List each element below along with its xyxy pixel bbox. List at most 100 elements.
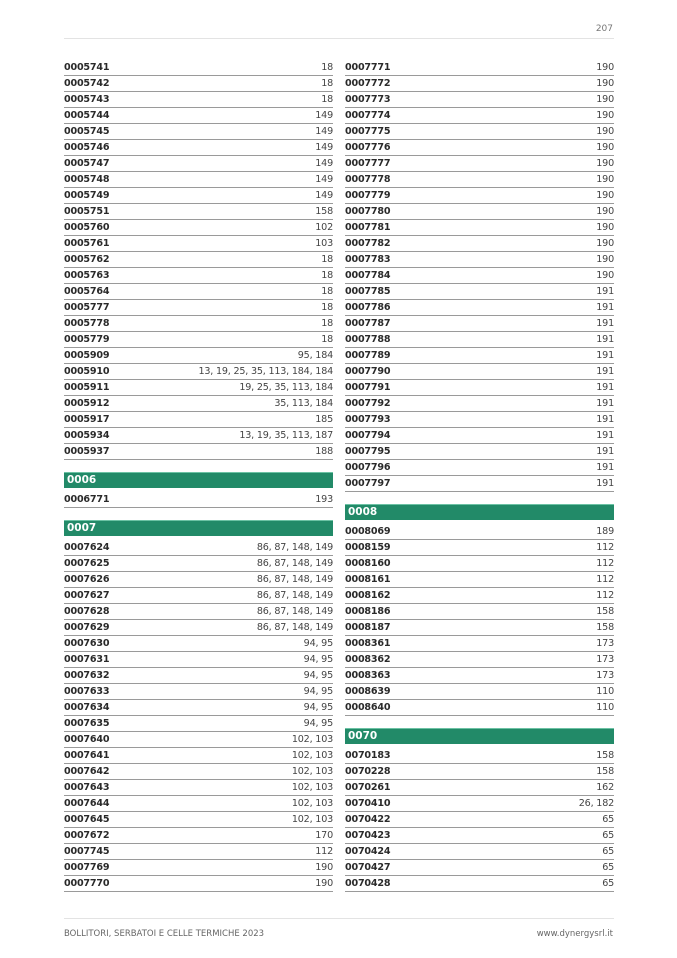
index-row: 0007783 190: [345, 252, 614, 268]
page-references: 173: [596, 670, 614, 681]
page-references: 190: [596, 238, 614, 249]
index-row: 0007770 190: [64, 876, 333, 892]
index-row: 0007796 191: [345, 460, 614, 476]
article-code: 0008640: [345, 702, 391, 713]
page-references: 65: [602, 830, 614, 841]
index-row: 0005912 35, 113, 184: [64, 396, 333, 412]
index-row: 0007630 94, 95: [64, 636, 333, 652]
page-references: 191: [596, 350, 614, 361]
article-code: 0007624: [64, 542, 110, 553]
index-section: 0007 0007624 86, 87, 148, 149 0007625 86, 87…: [64, 520, 333, 892]
index-row: 0070261 162: [345, 780, 614, 796]
page-references: 65: [602, 814, 614, 825]
article-code: 0007779: [345, 190, 391, 201]
page-references: 191: [596, 398, 614, 409]
article-code: 0005778: [64, 318, 110, 329]
page-references: 188: [315, 446, 333, 457]
index-row: 0007774 190: [345, 108, 614, 124]
article-code: 0005761: [64, 238, 110, 249]
index-row: 0007788 191: [345, 332, 614, 348]
article-code: 0005917: [64, 414, 110, 425]
index-row: 0005746 149: [64, 140, 333, 156]
article-code: 0007783: [345, 254, 391, 265]
index-row: 0005749 149: [64, 188, 333, 204]
page-references: 149: [315, 174, 333, 185]
index-row: 0070423 65: [345, 828, 614, 844]
index-row: 0007784 190: [345, 268, 614, 284]
index-row: 0008162 112: [345, 588, 614, 604]
header-divider: [64, 38, 614, 39]
index-row: 0007625 86, 87, 148, 149: [64, 556, 333, 572]
article-code: 0005746: [64, 142, 110, 153]
page-references: 190: [596, 142, 614, 153]
index-row: 0007632 94, 95: [64, 668, 333, 684]
article-code: 0007771: [345, 62, 391, 73]
index-row: 0008363 173: [345, 668, 614, 684]
index-row: 0007797 191: [345, 476, 614, 492]
article-code: 0007633: [64, 686, 110, 697]
article-code: 0005777: [64, 302, 110, 313]
article-code: 0005742: [64, 78, 110, 89]
page-references: 149: [315, 126, 333, 137]
article-code: 0005779: [64, 334, 110, 345]
index-row: 0008361 173: [345, 636, 614, 652]
article-code: 0070422: [345, 814, 391, 825]
article-code: 0007785: [345, 286, 391, 297]
article-code: 0007772: [345, 78, 391, 89]
article-code: 0005745: [64, 126, 110, 137]
page-references: 185: [315, 414, 333, 425]
page-references: 94, 95: [303, 718, 334, 729]
index-row: 0007641 102, 103: [64, 748, 333, 764]
article-code: 0007672: [64, 830, 110, 841]
article-code: 0007797: [345, 478, 391, 489]
index-row: 0007645 102, 103: [64, 812, 333, 828]
page-references: 110: [596, 702, 614, 713]
article-code: 0005909: [64, 350, 110, 361]
index-row: 0005760 102: [64, 220, 333, 236]
page-references: 191: [596, 414, 614, 425]
index-column-left: 0005741 18 0005742 18 0005743 18 0005744 149 000…: [64, 60, 333, 892]
index-row: 0007628 86, 87, 148, 149: [64, 604, 333, 620]
index-row: 0007635 94, 95: [64, 716, 333, 732]
article-code: 0008363: [345, 670, 391, 681]
article-code: 0008069: [345, 526, 391, 537]
page-references: 190: [315, 862, 333, 873]
article-code: 0007640: [64, 734, 110, 745]
article-code: 0007627: [64, 590, 110, 601]
index-row: 0007745 112: [64, 844, 333, 860]
article-code: 0005741: [64, 62, 110, 73]
article-code: 0007644: [64, 798, 110, 809]
article-code: 0005747: [64, 158, 110, 169]
page-references: 190: [596, 254, 614, 265]
page-references: 94, 95: [303, 702, 334, 713]
index-row: 0005909 95, 184: [64, 348, 333, 364]
page-references: 112: [596, 574, 614, 585]
page-references: 65: [602, 878, 614, 889]
page-references: 26, 182: [578, 798, 614, 809]
index-row: 0007778 190: [345, 172, 614, 188]
article-code: 0070228: [345, 766, 391, 777]
article-code: 0007776: [345, 142, 391, 153]
article-code: 0007792: [345, 398, 391, 409]
page-references: 191: [596, 446, 614, 457]
index-row: 0007643 102, 103: [64, 780, 333, 796]
index-row: 0007789 191: [345, 348, 614, 364]
article-code: 0005912: [64, 398, 110, 409]
index-row: 0007776 190: [345, 140, 614, 156]
index-row: 0007786 191: [345, 300, 614, 316]
footer-divider: [64, 918, 614, 919]
page-references: 102, 103: [291, 798, 333, 809]
article-code: 0008160: [345, 558, 391, 569]
index-row: 0005911 19, 25, 35, 113, 184: [64, 380, 333, 396]
article-code: 0008161: [345, 574, 391, 585]
index-section: 0007771 190 0007772 190 0007773 190 0007774 190…: [345, 60, 614, 492]
index-row: 0007790 191: [345, 364, 614, 380]
article-code: 0007625: [64, 558, 110, 569]
index-row: 0005937 188: [64, 444, 333, 460]
article-code: 0007631: [64, 654, 110, 665]
article-code: 0005763: [64, 270, 110, 281]
page-references: 191: [596, 302, 614, 313]
article-code: 0007780: [345, 206, 391, 217]
index-row: 0008639 110: [345, 684, 614, 700]
page-references: 112: [596, 558, 614, 569]
